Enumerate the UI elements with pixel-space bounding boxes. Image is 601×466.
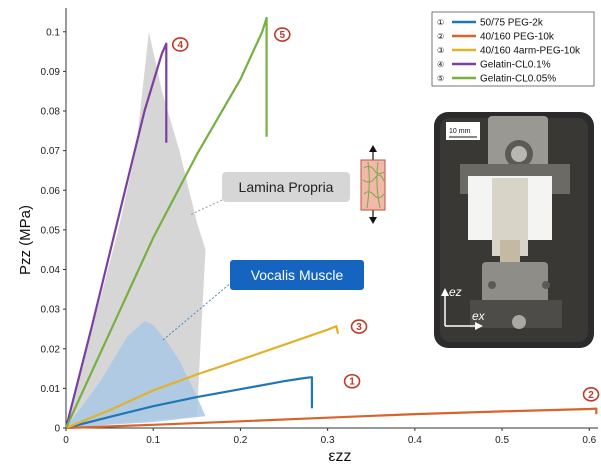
x-tick-label: 0.4 bbox=[408, 435, 422, 446]
y-tick-label: 0.08 bbox=[41, 107, 61, 118]
x-tick-labels: 0 0.1 0.2 0.3 0.4 0.5 0.6 bbox=[63, 428, 597, 446]
tissue-specimen-icon bbox=[360, 145, 386, 224]
legend-label: Gelatin-CL0.1% bbox=[480, 60, 551, 71]
series-line-2 bbox=[65, 407, 598, 430]
curve-number-badges: 1 2 3 4 5 bbox=[171, 27, 600, 402]
y-tick-labels: 0 0.01 0.02 0.03 0.04 0.05 0.06 0.07 0.08 0.09 0.1 bbox=[41, 27, 66, 435]
series-line-3 bbox=[65, 325, 340, 430]
legend-label: Gelatin-CL0.05% bbox=[480, 74, 556, 85]
lamina-propria-leader bbox=[189, 199, 223, 216]
curve-badge-ring bbox=[171, 37, 189, 52]
curve-badge-ring bbox=[273, 27, 291, 42]
legend-label: 40/160 4arm-PEG-10k bbox=[480, 46, 581, 57]
x-tick-label: 0.2 bbox=[233, 435, 247, 446]
x-tick-label: 0.3 bbox=[321, 435, 335, 446]
x-tick-label: 0.1 bbox=[146, 435, 160, 446]
scale-bar-box bbox=[446, 122, 480, 140]
photo-axis-z-label: ez bbox=[449, 285, 462, 299]
legend-number: ① bbox=[437, 18, 444, 27]
curve-badge-number: 3 bbox=[356, 322, 362, 333]
y-tick-label: 0.09 bbox=[41, 67, 61, 78]
vocalis-muscle-label: Vocalis Muscle bbox=[251, 267, 344, 283]
curve-badge-ring bbox=[343, 373, 361, 389]
vocalis-muscle-band bbox=[66, 321, 206, 428]
legend-number: ② bbox=[437, 32, 444, 41]
curve-badge-number: 2 bbox=[588, 390, 594, 401]
curve-badge-ring bbox=[582, 387, 600, 402]
specimen-photo: 10 mm ez ex bbox=[434, 112, 594, 348]
lamina-propria-callout bbox=[222, 172, 350, 202]
lamina-propria-band bbox=[66, 31, 206, 429]
legend: ① 50/75 PEG-2k ② 40/160 PEG-10k ③ 40/160 4arm… bbox=[437, 18, 581, 85]
y-tick-label: 0.03 bbox=[41, 305, 61, 316]
series-lines bbox=[64, 16, 598, 430]
series-line-4 bbox=[64, 42, 168, 429]
y-tick-label: 0 bbox=[54, 424, 60, 435]
legend-label: 40/160 PEG-10k bbox=[480, 32, 555, 43]
vocalis-muscle-leader bbox=[162, 281, 233, 341]
photo-axis-x-label: ex bbox=[472, 309, 486, 323]
curve-badge-number: 5 bbox=[280, 30, 286, 41]
y-tick-label: 0.02 bbox=[41, 344, 61, 355]
x-tick-label: 0.6 bbox=[582, 435, 596, 446]
lamina-propria-label: Lamina Propria bbox=[239, 179, 334, 195]
legend-number: ⑤ bbox=[437, 74, 444, 83]
y-tick-label: 0.06 bbox=[41, 186, 61, 197]
y-tick-label: 0.05 bbox=[41, 225, 61, 236]
x-axis-label: εzz bbox=[328, 448, 351, 465]
tissue-bands bbox=[66, 31, 206, 429]
curve-badge-ring bbox=[350, 319, 368, 334]
series-line-5 bbox=[65, 16, 268, 429]
y-tick-label: 0.1 bbox=[46, 27, 60, 38]
y-tick-label: 0.04 bbox=[41, 265, 61, 276]
legend-number: ③ bbox=[437, 46, 444, 55]
curve-badge-number: 4 bbox=[177, 40, 183, 51]
legend-label: 50/75 PEG-2k bbox=[480, 18, 544, 29]
legend-number: ④ bbox=[437, 60, 444, 69]
y-tick-label: 0.01 bbox=[41, 384, 61, 395]
x-tick-label: 0 bbox=[63, 435, 69, 446]
series-line-1 bbox=[65, 376, 313, 430]
x-tick-label: 0.5 bbox=[495, 435, 509, 446]
vocalis-muscle-callout bbox=[230, 260, 364, 290]
curve-badge-number: 1 bbox=[349, 377, 355, 388]
scale-bar-label: 10 mm bbox=[449, 128, 471, 135]
y-axis-label: Pzz (MPa) bbox=[17, 205, 34, 275]
y-tick-label: 0.07 bbox=[41, 146, 61, 157]
